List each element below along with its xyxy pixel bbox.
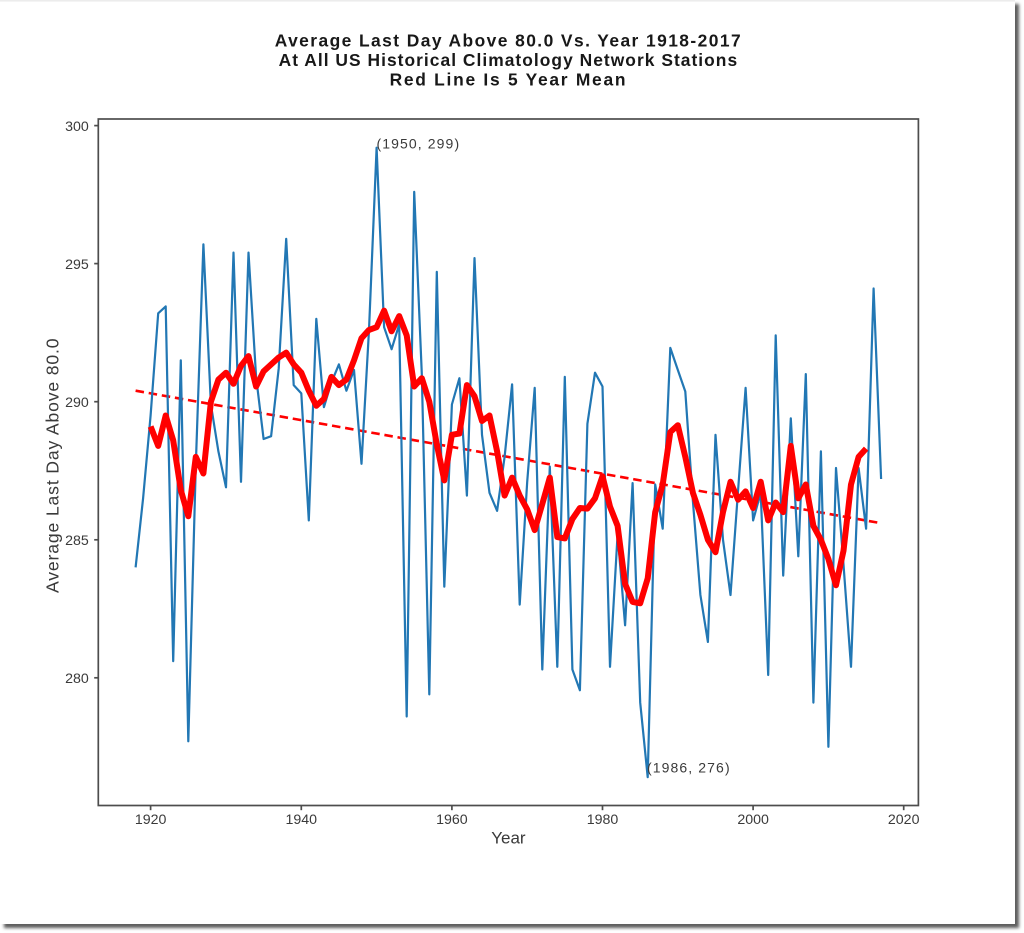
svg-text:1960: 1960 [436, 812, 468, 828]
svg-text:280: 280 [65, 671, 89, 687]
svg-text:2000: 2000 [737, 812, 769, 828]
svg-text:(1986, 276): (1986, 276) [647, 760, 731, 776]
svg-text:1940: 1940 [286, 812, 318, 828]
svg-text:Average Last Day Above 80.0 Vs: Average Last Day Above 80.0 Vs. Year 191… [275, 31, 742, 51]
svg-text:Red Line Is 5 Year Mean: Red Line Is 5 Year Mean [390, 70, 628, 90]
svg-text:At All US Historical Climatolo: At All US Historical Climatology Network… [279, 50, 739, 70]
svg-text:Year: Year [491, 829, 526, 848]
svg-text:(1950, 299): (1950, 299) [377, 136, 461, 152]
svg-text:1920: 1920 [135, 812, 167, 828]
svg-text:300: 300 [65, 119, 89, 135]
svg-text:285: 285 [65, 533, 89, 549]
svg-text:290: 290 [65, 395, 89, 411]
svg-text:1980: 1980 [587, 812, 619, 828]
svg-text:Average Last Day Above 80.0: Average Last Day Above 80.0 [43, 338, 63, 593]
svg-text:2020: 2020 [888, 812, 920, 828]
svg-text:295: 295 [65, 257, 89, 273]
